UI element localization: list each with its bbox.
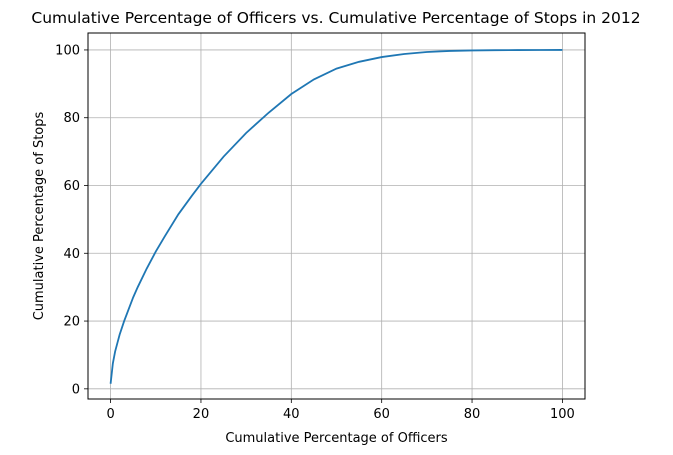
y-tick-label: 20	[63, 315, 80, 330]
grid	[88, 33, 585, 399]
y-tick-label: 80	[63, 111, 80, 126]
chart-title: Cumulative Percentage of Officers vs. Cu…	[31, 9, 640, 27]
series-line	[109, 49, 563, 384]
x-axis-ticks: 0 20 40 60 80 100	[106, 399, 575, 422]
x-tick-label: 80	[464, 407, 481, 422]
x-tick-label: 0	[106, 407, 114, 422]
y-axis-label: Cumulative Percentage of Stops	[32, 111, 47, 320]
y-axis-ticks: 0 20 40 60 80 100	[55, 43, 88, 397]
x-tick-label: 60	[373, 407, 390, 422]
x-tick-label: 100	[550, 407, 575, 422]
x-tick-label: 20	[193, 407, 210, 422]
y-tick-label: 0	[72, 382, 80, 397]
y-tick-label: 40	[63, 247, 80, 262]
x-axis-label: Cumulative Percentage of Officers	[225, 431, 448, 446]
x-tick-label: 40	[283, 407, 300, 422]
y-tick-label: 100	[55, 43, 80, 58]
y-tick-label: 60	[63, 179, 80, 194]
plot-frame	[87, 32, 586, 400]
